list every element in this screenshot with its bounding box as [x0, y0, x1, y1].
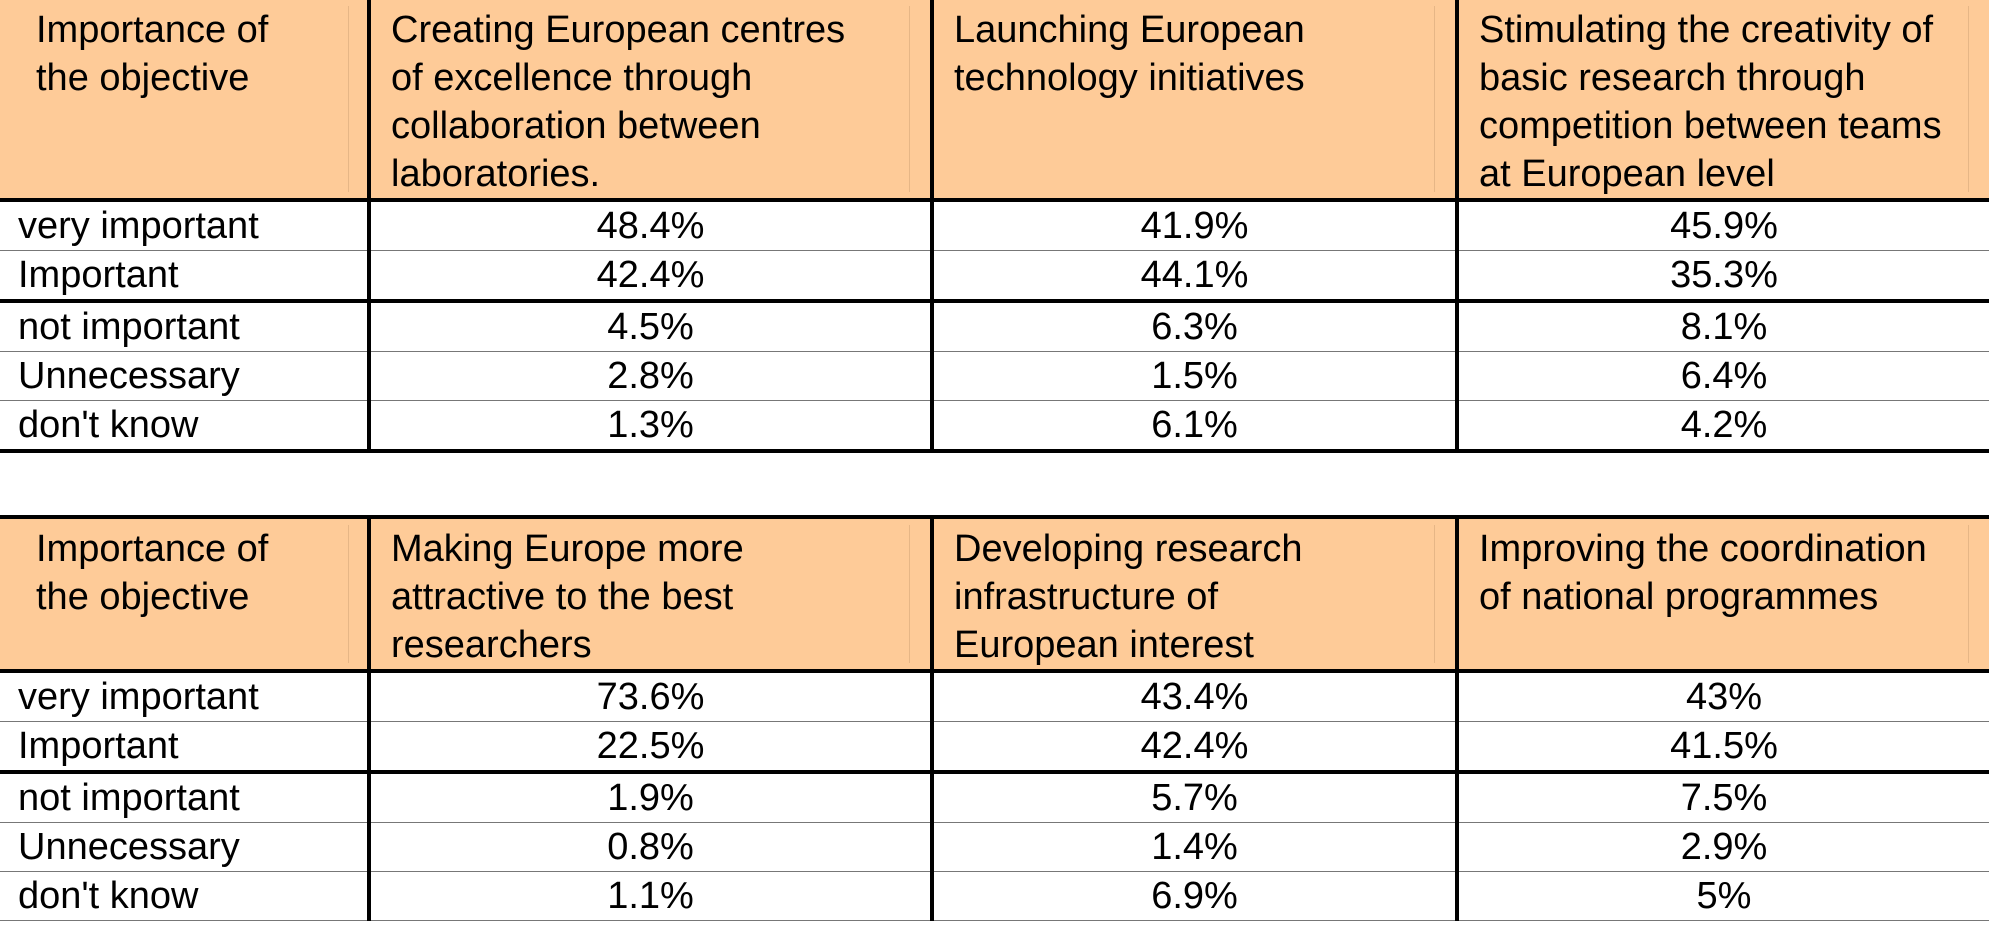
table-cell: 43% — [1455, 671, 1989, 722]
table-row: don't know 1.1% 6.9% 5% — [0, 871, 1989, 921]
column-header: Importance of the objective — [0, 0, 369, 202]
table-row: very important 48.4% 41.9% 45.9% — [0, 200, 1989, 251]
table-row: don't know 1.3% 6.1% 4.2% — [0, 400, 1989, 453]
table-cell: 6.3% — [930, 301, 1457, 352]
table-cell: 6.1% — [930, 400, 1457, 453]
table-row: Important 42.4% 44.1% 35.3% — [0, 250, 1989, 303]
column-header: Creating European centres of excellence t… — [367, 0, 932, 202]
row-label: Important — [0, 250, 369, 303]
table-cell: 1.9% — [367, 772, 932, 823]
header-row: Importance of the objective Making Europe… — [0, 517, 1989, 673]
column-header: Importance of the objective — [0, 517, 369, 673]
table-cell: 73.6% — [367, 671, 932, 722]
table-cell: 42.4% — [367, 250, 932, 303]
table-cell: 2.8% — [367, 351, 932, 401]
header-row: Importance of the objective Creating Euro… — [0, 0, 1989, 202]
objectives-table-1: Importance of the objective Creating Euro… — [0, 0, 1989, 453]
column-header: Launching European technology initiatives — [930, 0, 1457, 202]
table-cell: 43.4% — [930, 671, 1457, 722]
column-header: Improving the coordination of national pr… — [1455, 517, 1989, 673]
table-cell: 22.5% — [367, 721, 932, 774]
table-cell: 42.4% — [930, 721, 1457, 774]
table-row: not important 4.5% 6.3% 8.1% — [0, 301, 1989, 352]
table-cell: 1.5% — [930, 351, 1457, 401]
table-cell: 6.9% — [930, 871, 1457, 921]
table-cell: 5% — [1455, 871, 1989, 921]
column-header: Making Europe more attractive to the best… — [367, 517, 932, 673]
row-label: Unnecessary — [0, 822, 369, 872]
row-label: not important — [0, 301, 369, 352]
row-label: very important — [0, 671, 369, 722]
table-cell: 2.9% — [1455, 822, 1989, 872]
objectives-table-2: Importance of the objective Making Europe… — [0, 515, 1989, 921]
table-cell: 1.4% — [930, 822, 1457, 872]
table-cell: 4.5% — [367, 301, 932, 352]
table-cell: 48.4% — [367, 200, 932, 251]
table-cell: 4.2% — [1455, 400, 1989, 453]
table-row: not important 1.9% 5.7% 7.5% — [0, 772, 1989, 823]
table-cell: 1.3% — [367, 400, 932, 453]
column-header: Stimulating the creativity of basic resea… — [1455, 0, 1989, 202]
table-row: Important 22.5% 42.4% 41.5% — [0, 721, 1989, 774]
table-cell: 1.1% — [367, 871, 932, 921]
table-cell: 5.7% — [930, 772, 1457, 823]
row-label: don't know — [0, 871, 369, 921]
table-row: very important 73.6% 43.4% 43% — [0, 671, 1989, 722]
row-label: Important — [0, 721, 369, 774]
table-cell: 44.1% — [930, 250, 1457, 303]
table-cell: 35.3% — [1455, 250, 1989, 303]
row-label: don't know — [0, 400, 369, 453]
table-cell: 0.8% — [367, 822, 932, 872]
table-cell: 8.1% — [1455, 301, 1989, 352]
column-header: Developing research infrastructure of Euro… — [930, 517, 1457, 673]
table-row: Unnecessary 2.8% 1.5% 6.4% — [0, 351, 1989, 401]
table-cell: 6.4% — [1455, 351, 1989, 401]
table-cell: 7.5% — [1455, 772, 1989, 823]
table-cell: 41.9% — [930, 200, 1457, 251]
table-cell: 45.9% — [1455, 200, 1989, 251]
row-label: Unnecessary — [0, 351, 369, 401]
table-cell: 41.5% — [1455, 721, 1989, 774]
row-label: not important — [0, 772, 369, 823]
table-row: Unnecessary 0.8% 1.4% 2.9% — [0, 822, 1989, 872]
row-label: very important — [0, 200, 369, 251]
